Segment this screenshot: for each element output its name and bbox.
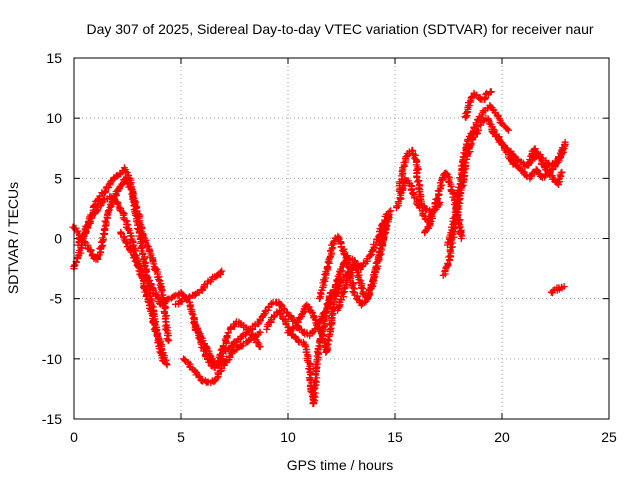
x-tick-label: 0 [70, 429, 78, 445]
y-tick-label: -5 [50, 291, 63, 307]
chart-title: Day 307 of 2025, Sidereal Day-to-day VTE… [86, 21, 593, 37]
x-axis-label: GPS time / hours [287, 457, 394, 473]
sdtvar-markers [69, 88, 569, 408]
x-tick-label: 25 [601, 429, 617, 445]
chart-grid [74, 58, 609, 419]
y-tick-label: 0 [54, 231, 62, 247]
y-tick-label: 10 [46, 110, 62, 126]
x-tick-label: 15 [387, 429, 403, 445]
x-tick-label: 10 [280, 429, 296, 445]
axis-ticks: 0 5 10 15 20 25 -15 -10 -5 0 5 10 15 [42, 50, 617, 445]
y-tick-label: 5 [54, 170, 62, 186]
x-tick-label: 5 [177, 429, 185, 445]
y-tick-label: 15 [46, 50, 62, 66]
x-tick-label: 20 [494, 429, 510, 445]
y-tick-label: -15 [42, 411, 62, 427]
plot-frame [73, 57, 610, 420]
data-points [69, 88, 569, 408]
y-tick-label: -10 [42, 351, 62, 367]
y-axis-label: SDTVAR / TECUs [5, 182, 21, 294]
